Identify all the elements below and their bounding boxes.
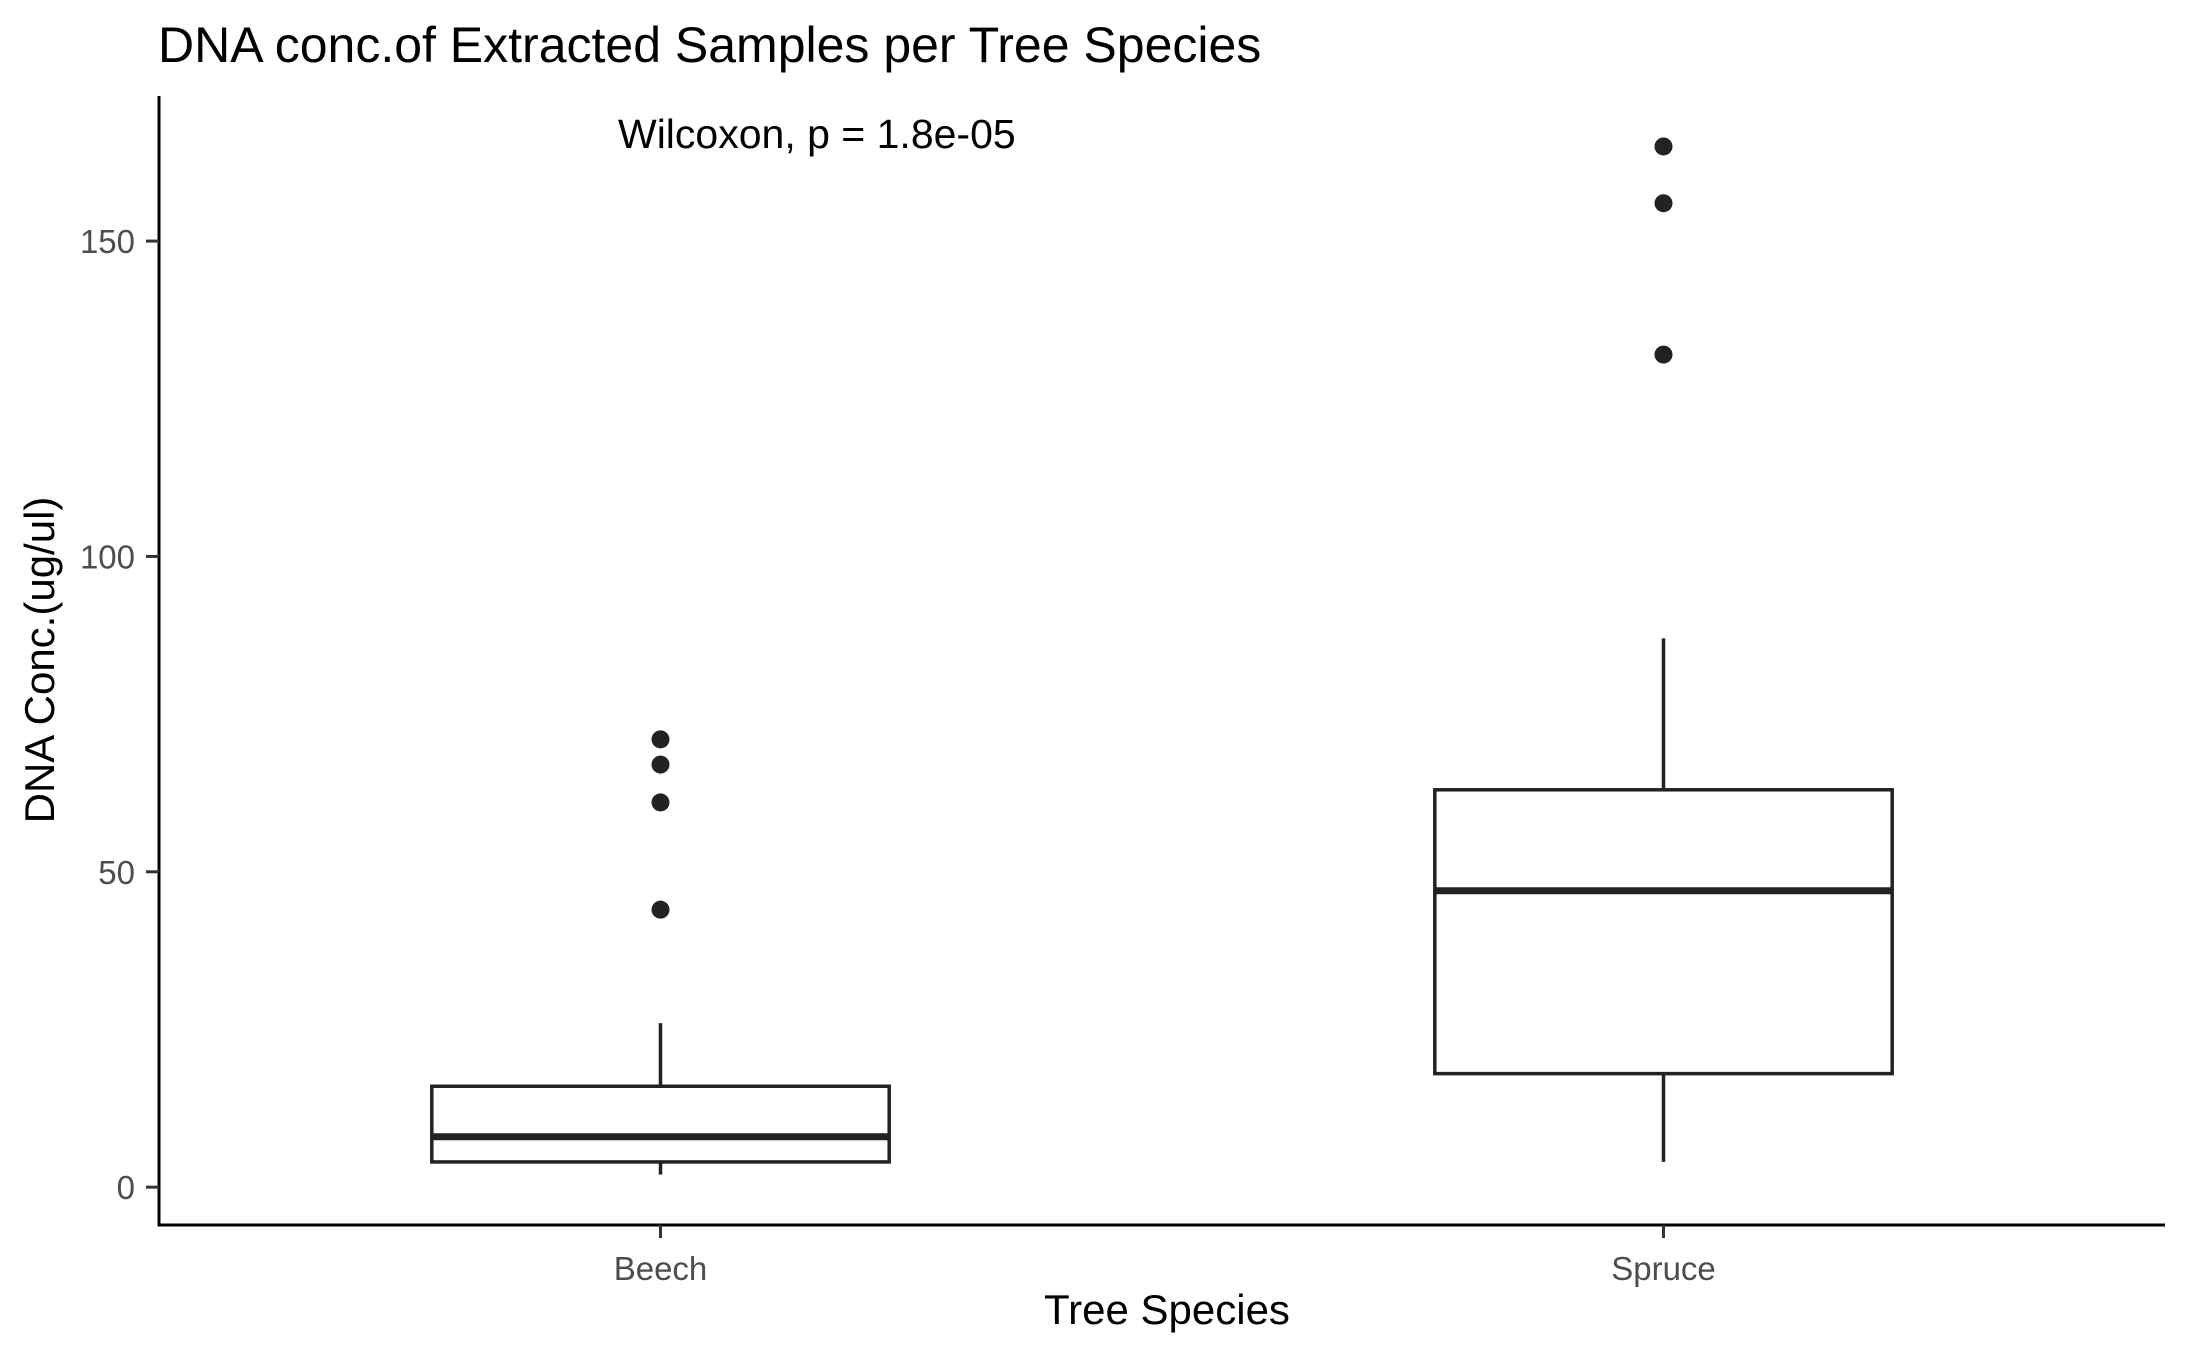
y-tick-label-0: 0 [117,1169,135,1206]
outlier-point-beech-2 [651,793,670,812]
box-spruce [1433,788,1894,1076]
outlier-point-spruce-1 [1654,345,1673,364]
y-tick-label-50: 50 [98,854,135,891]
outlier-point-beech-1 [651,900,670,919]
outlier-point-beech-3 [651,755,670,774]
y-axis-ticks: 0 50 100 150 [80,223,159,1206]
box-group-spruce [1433,137,1894,1162]
plot-area [430,137,1894,1175]
box-beech [430,1084,891,1164]
x-axis-ticks: Beech Spruce [614,1225,1716,1287]
outlier-point-spruce-3 [1654,137,1673,156]
y-tick-label-100: 100 [80,538,135,575]
box-group-beech [430,730,891,1175]
chart-title: DNA conc.of Extracted Samples per Tree S… [158,17,1261,73]
outlier-point-beech-4 [651,730,670,749]
x-tick-label-spruce: Spruce [1611,1250,1716,1287]
y-axis-title: DNA Conc.(ug/ul) [16,497,63,824]
outlier-point-spruce-2 [1654,194,1673,213]
wilcoxon-annotation: Wilcoxon, p = 1.8e-05 [618,111,1016,157]
y-tick-label-150: 150 [80,223,135,260]
x-axis-title: Tree Species [1044,1286,1290,1333]
x-tick-label-beech: Beech [614,1250,708,1287]
